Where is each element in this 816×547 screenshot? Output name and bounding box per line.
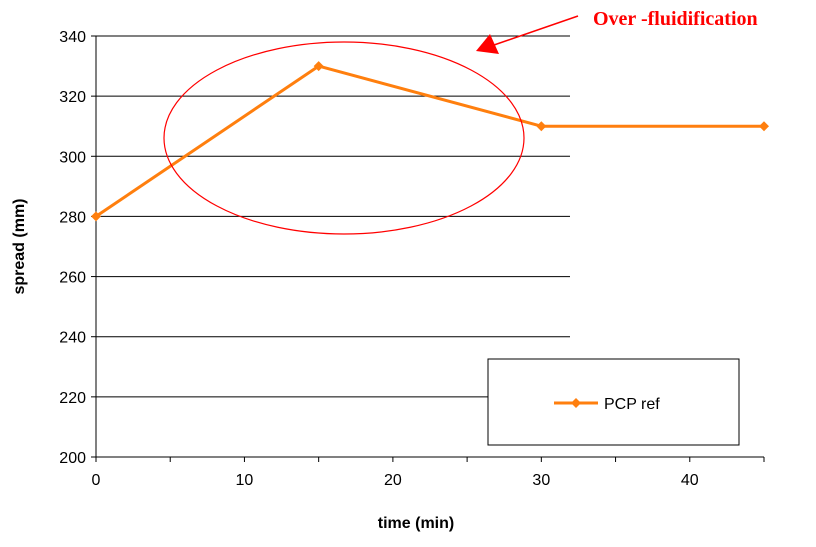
data-point-marker — [536, 121, 547, 132]
annotation-ellipse — [163, 41, 525, 235]
series-line — [95, 64, 764, 218]
y-tick-label: 260 — [59, 270, 86, 287]
y-axis-title: spread (mm) — [11, 198, 28, 294]
legend-box — [487, 358, 740, 446]
y-tick-label: 200 — [59, 450, 86, 467]
x-axis-title: time (min) — [378, 515, 454, 532]
y-tick-label: 340 — [59, 29, 86, 46]
data-point-marker — [759, 121, 769, 132]
x-tick-label: 40 — [681, 472, 699, 489]
series-layer — [91, 61, 769, 222]
grid-layer — [96, 35, 570, 398]
annotation-layer: Over -fluidification — [163, 8, 758, 235]
data-point-marker — [313, 61, 324, 72]
x-tick-label: 10 — [236, 472, 254, 489]
x-tick-label: 20 — [384, 472, 402, 489]
y-tick-label: 280 — [59, 209, 86, 226]
y-tick-label: 220 — [59, 390, 86, 407]
legend-label: PCP ref — [604, 396, 660, 413]
annotation-text: Over -fluidification — [593, 8, 758, 30]
y-tick-label: 320 — [59, 89, 86, 106]
annotation-arrow-head — [476, 34, 499, 54]
y-tick-label: 300 — [59, 149, 86, 166]
ticks-layer: 200 220 240 260 280 300 320 340 0 10 20 30 40 — [59, 29, 765, 489]
annotation-arrow-shaft — [493, 15, 579, 46]
legend: PCP ref — [487, 358, 740, 446]
x-tick-label: 30 — [532, 472, 550, 489]
axes-layer — [95, 36, 764, 458]
y-tick-label: 240 — [59, 330, 86, 347]
data-point-marker — [91, 211, 101, 222]
legend-swatch-marker — [571, 398, 581, 408]
x-tick-label: 0 — [92, 472, 101, 489]
